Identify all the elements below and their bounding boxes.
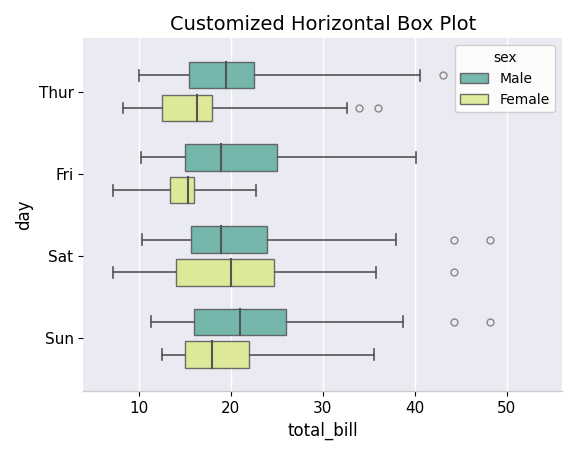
- Bar: [185, 144, 276, 171]
- Y-axis label: day: day: [15, 200, 33, 230]
- Bar: [170, 177, 194, 203]
- Bar: [194, 308, 286, 335]
- Bar: [185, 341, 249, 368]
- Legend: Male, Female: Male, Female: [455, 46, 555, 112]
- Bar: [189, 62, 254, 88]
- X-axis label: total_bill: total_bill: [287, 422, 358, 440]
- Title: Customized Horizontal Box Plot: Customized Horizontal Box Plot: [170, 15, 476, 34]
- Bar: [176, 259, 274, 286]
- Bar: [162, 95, 212, 121]
- Bar: [192, 227, 267, 253]
